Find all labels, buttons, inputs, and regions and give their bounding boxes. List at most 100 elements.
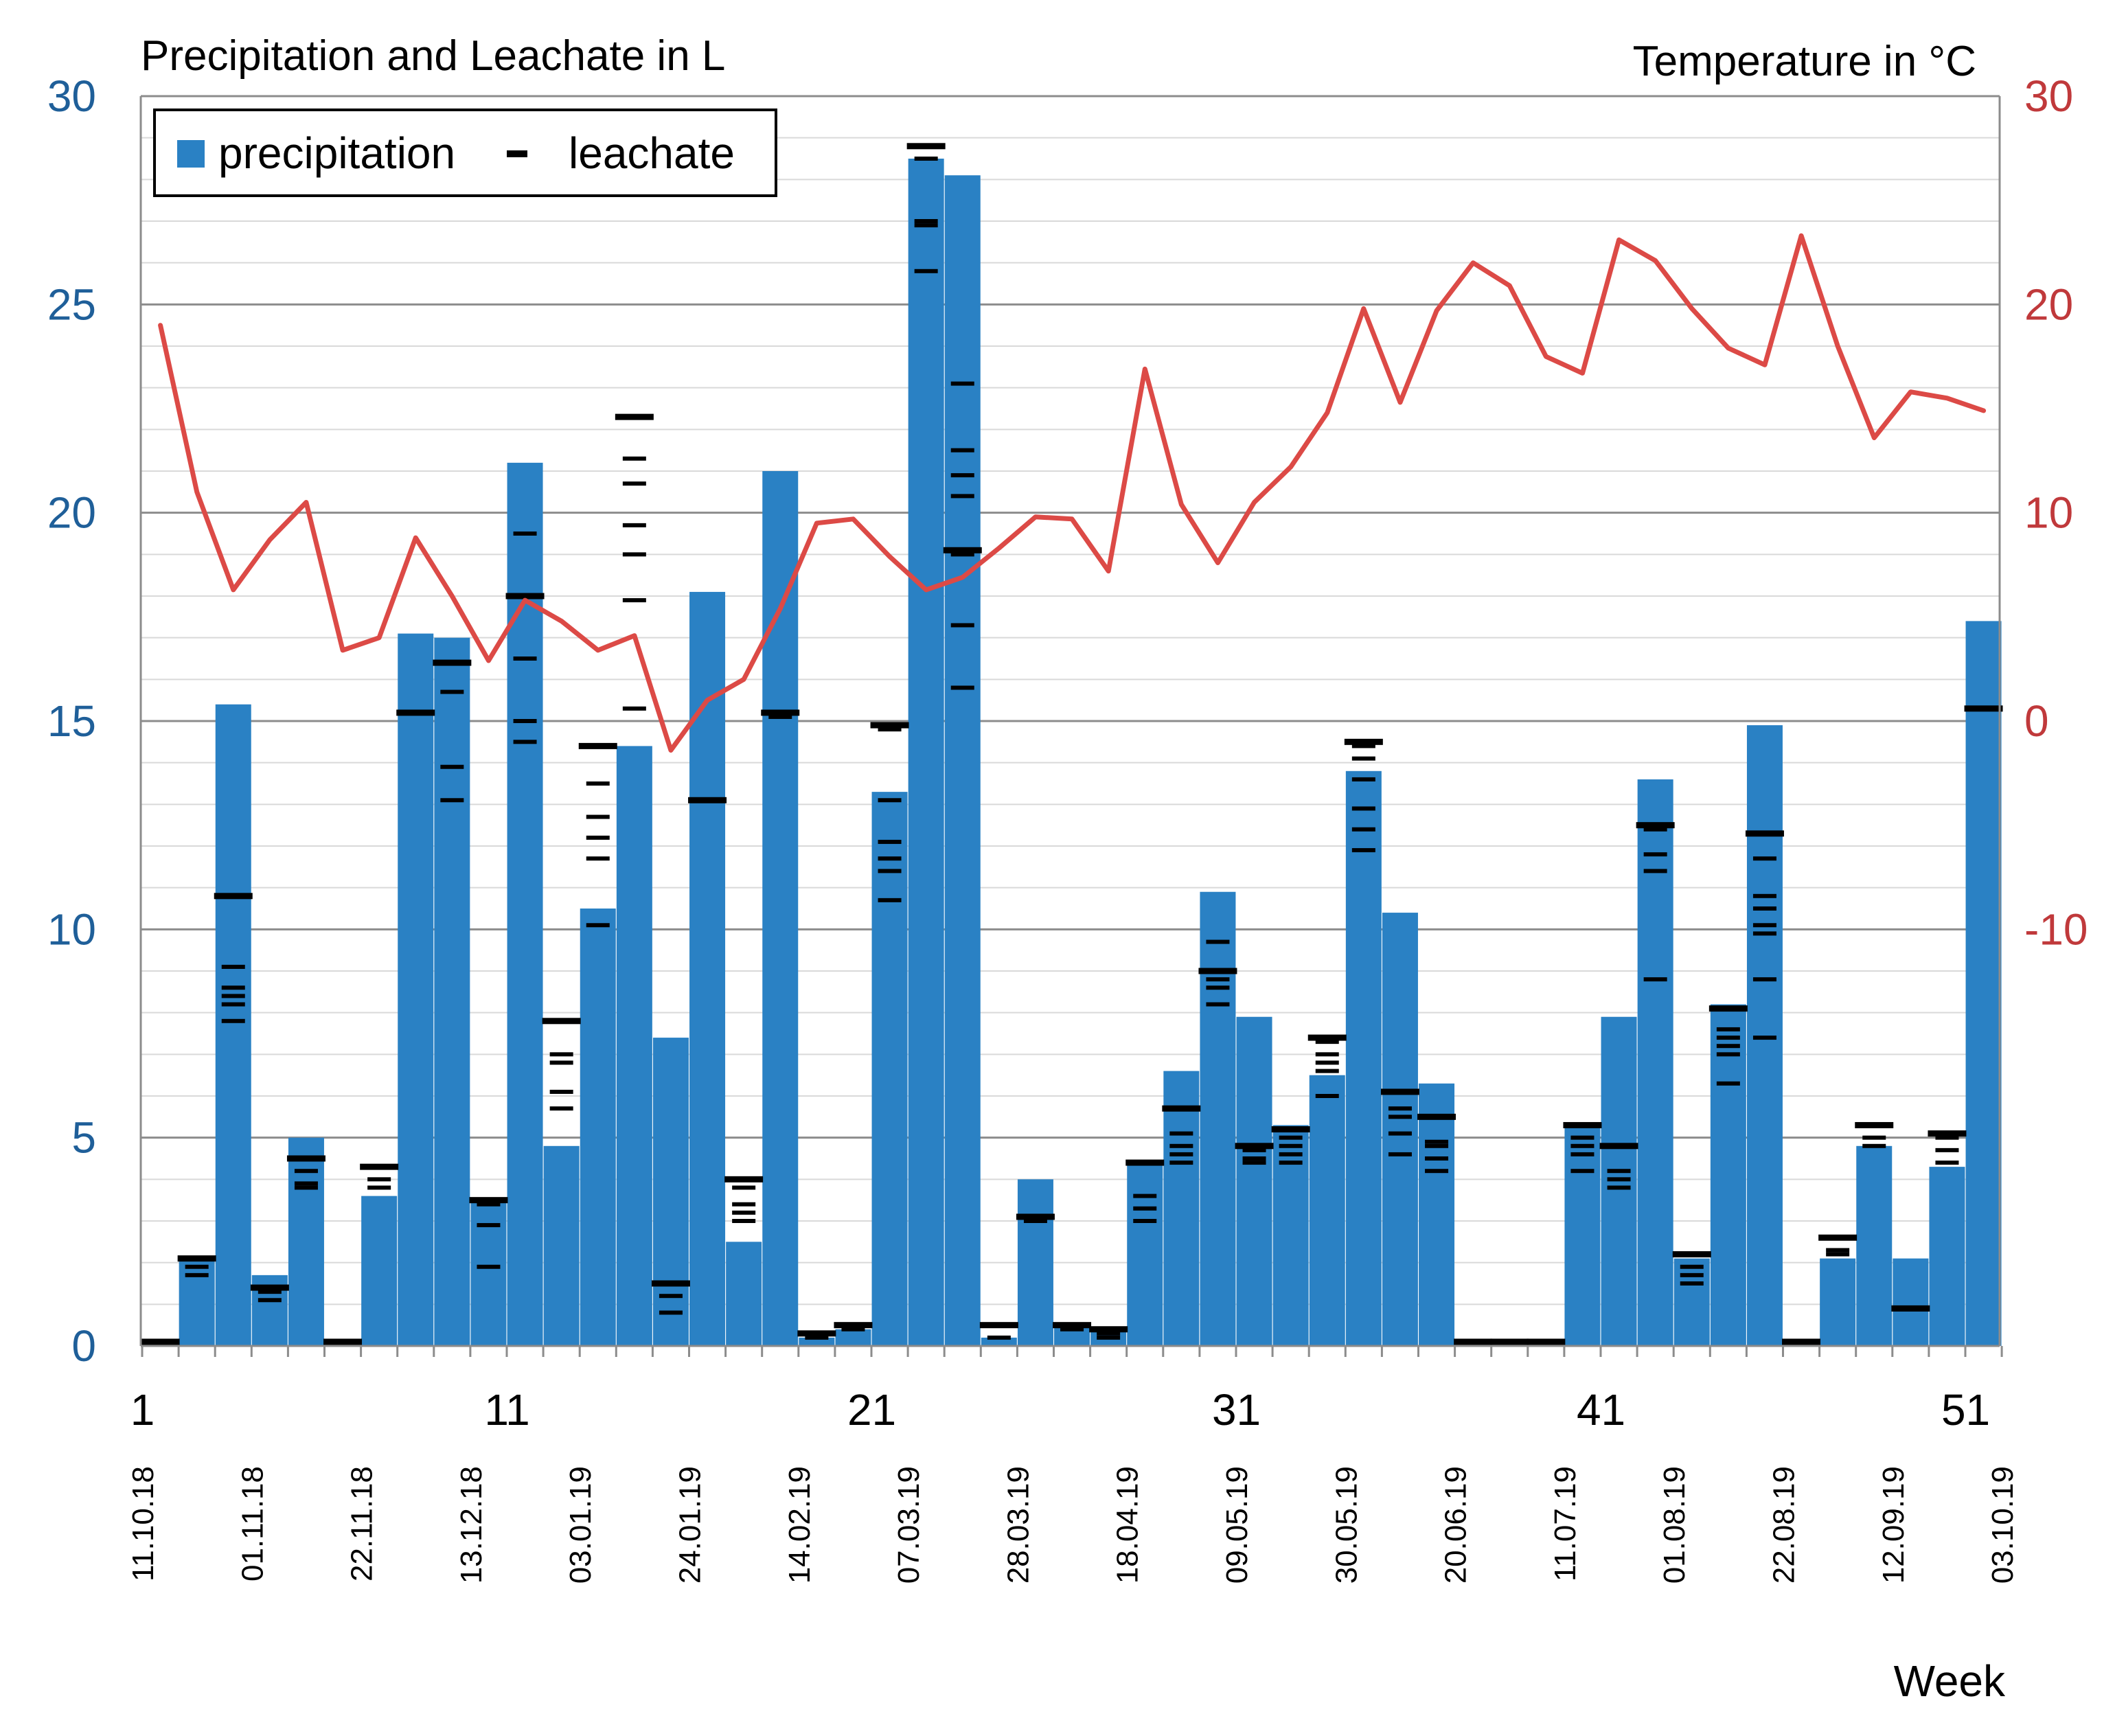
leachate-marker [1380, 1088, 1419, 1095]
leachate-marker [440, 764, 464, 769]
precipitation-bar [1601, 1016, 1637, 1346]
precipitation-bar [288, 1137, 324, 1346]
precipitation-bar [981, 1337, 1017, 1346]
leachate-marker [177, 1255, 216, 1262]
precipitation-bar [1345, 770, 1382, 1346]
precipitation-bar [1419, 1083, 1455, 1346]
leachate-marker [732, 1210, 756, 1215]
leachate-marker [1206, 985, 1230, 990]
leachate-marker [1680, 1272, 1704, 1277]
leachate-marker [1344, 738, 1383, 745]
leachate-marker [513, 532, 537, 536]
leachate-marker [323, 1338, 363, 1345]
left-axis-tick-label: 25 [47, 279, 96, 329]
right-axis-tick-label: 30 [2024, 71, 2073, 121]
leachate-marker [1133, 1194, 1157, 1198]
leachate-marker [1206, 977, 1230, 982]
leachate-marker [1716, 1081, 1740, 1086]
leachate-marker [1388, 1115, 1412, 1119]
leachate-marker [1016, 1213, 1055, 1220]
leachate-marker [513, 719, 537, 723]
leachate-marker [1527, 1338, 1566, 1345]
left-axis-tick-label: 30 [47, 71, 96, 121]
x-axis-tick-label: 1 [130, 1385, 155, 1435]
date-tick-label: 24.01.19 [674, 1466, 707, 1584]
left-axis-title: Precipitation and Leachate in L [141, 32, 725, 80]
leachate-marker [878, 856, 902, 861]
leachate-marker [1242, 1156, 1266, 1161]
legend-precipitation-swatch [177, 140, 205, 168]
leachate-marker [914, 219, 938, 223]
leachate-marker [1023, 1219, 1047, 1223]
leachate-marker [950, 381, 974, 386]
leachate-marker [1862, 1143, 1886, 1148]
leachate-marker [950, 552, 974, 557]
leachate-marker [878, 798, 902, 803]
leachate-marker [1425, 1139, 1449, 1144]
leachate-marker [1351, 744, 1375, 749]
precipitation-bar [1673, 1258, 1710, 1346]
leachate-marker [914, 269, 938, 273]
leachate-marker [615, 413, 654, 420]
leachate-marker [1570, 1169, 1594, 1174]
leachate-marker [1716, 1027, 1740, 1031]
leachate-marker [1279, 1152, 1303, 1156]
leachate-marker [950, 623, 974, 628]
date-tick-label: 01.11.18 [236, 1466, 269, 1581]
date-tick-label: 28.03.19 [1001, 1466, 1035, 1584]
precipitation-bar [470, 1200, 507, 1346]
leachate-marker [549, 1060, 573, 1065]
leachate-marker [1351, 848, 1375, 853]
leachate-marker [477, 1264, 501, 1269]
leachate-marker [1315, 1052, 1339, 1057]
leachate-marker [141, 1338, 180, 1345]
precipitation-bar [944, 175, 981, 1347]
leachate-marker [505, 593, 545, 599]
leachate-marker [440, 689, 464, 694]
leachate-marker [1271, 1126, 1310, 1133]
leachate-marker [1826, 1248, 1850, 1253]
leachate-marker [1855, 1121, 1894, 1128]
leachate-marker [834, 1322, 873, 1329]
leachate-marker [841, 1327, 865, 1332]
leachate-marker [1307, 1034, 1347, 1041]
leachate-marker [622, 598, 646, 603]
precipitation-bar [507, 462, 543, 1346]
date-tick-label: 20.06.19 [1439, 1466, 1473, 1584]
leachate-marker [622, 456, 646, 461]
leachate-marker [1752, 906, 1776, 911]
leachate-marker [221, 985, 245, 990]
leachate-marker [1935, 1135, 1959, 1140]
leachate-marker [950, 473, 974, 478]
leachate-marker [1315, 1069, 1339, 1073]
precipitation-bar [762, 471, 799, 1346]
leachate-marker [258, 1290, 282, 1294]
leachate-marker [221, 994, 245, 998]
leachate-marker [294, 1181, 318, 1186]
leachate-marker [1752, 923, 1776, 928]
date-axis-ticks: 11.10.18 01.11.18 22.11.18 13.12.18 03.01.19… [126, 1466, 2020, 1584]
leachate-marker [549, 1106, 573, 1111]
leachate-marker [1935, 1147, 1959, 1152]
leachate-marker [943, 547, 982, 553]
date-tick-label: 30.05.19 [1329, 1466, 1363, 1584]
leachate-marker [513, 656, 537, 661]
leachate-marker [1351, 777, 1375, 781]
precipitation-bars [179, 159, 2002, 1347]
precipitation-bar [1746, 725, 1783, 1346]
leachate-marker [440, 798, 464, 803]
precipitation-bar [652, 1038, 689, 1346]
leachate-marker [549, 1089, 573, 1094]
right-axis-tick-label: 20 [2024, 279, 2073, 329]
leachate-marker [987, 1335, 1011, 1340]
leachate-marker [622, 523, 646, 527]
right-axis-title: Temperature in °C [1633, 38, 1976, 85]
leachate-marker [1388, 1106, 1412, 1111]
leachate-marker [724, 1176, 764, 1183]
precipitation-bar [1856, 1145, 1893, 1346]
leachate-markers [141, 143, 2003, 1345]
precipitation-bar [398, 633, 434, 1346]
leachate-marker [914, 157, 938, 161]
leachate-marker [1672, 1251, 1711, 1258]
